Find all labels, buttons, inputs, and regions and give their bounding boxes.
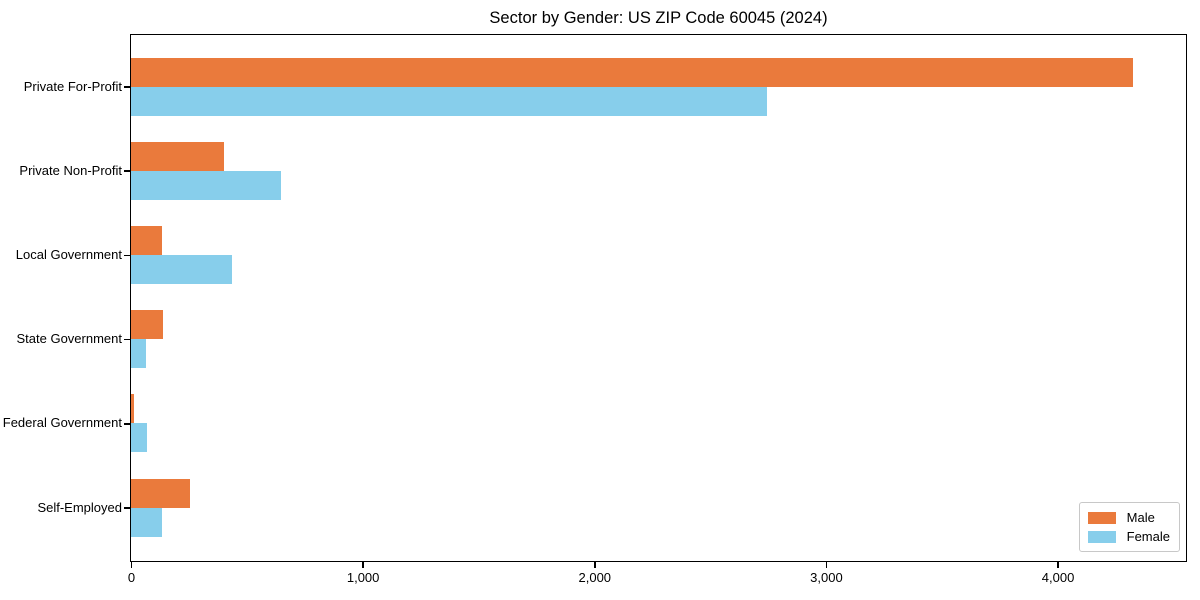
legend-item-male: Male bbox=[1087, 508, 1170, 527]
x-tick-label: 1,000 bbox=[346, 569, 380, 585]
legend-swatch-male bbox=[1087, 511, 1116, 524]
plot-area: Male Female bbox=[130, 34, 1187, 562]
bar-male-5 bbox=[131, 478, 191, 508]
x-tick-label: 4,000 bbox=[1041, 569, 1075, 585]
bar-male-3 bbox=[131, 310, 164, 340]
bar-female-4 bbox=[131, 423, 148, 453]
bar-male-4 bbox=[131, 394, 135, 424]
legend-label: Female bbox=[1126, 529, 1170, 544]
y-tick-mark bbox=[124, 254, 130, 257]
legend: Male Female bbox=[1078, 502, 1180, 552]
x-tick-label: 0 bbox=[127, 569, 136, 585]
bar-male-0 bbox=[131, 57, 1133, 87]
y-tick-mark bbox=[124, 338, 130, 341]
bar-male-1 bbox=[131, 141, 224, 171]
y-axis-label: Local Government bbox=[15, 246, 122, 262]
y-axis-label: Private For-Profit bbox=[23, 78, 122, 94]
x-tick-mark bbox=[362, 562, 364, 568]
x-tick-label: 2,000 bbox=[578, 569, 612, 585]
chart-title: Sector by Gender: US ZIP Code 60045 (202… bbox=[489, 9, 828, 27]
x-tick-mark bbox=[594, 562, 596, 568]
bar-female-2 bbox=[131, 254, 232, 284]
x-tick-mark bbox=[825, 562, 828, 568]
legend-label: Male bbox=[1126, 510, 1155, 525]
x-tick-label: 3,000 bbox=[810, 569, 843, 585]
y-tick-mark bbox=[124, 170, 130, 172]
x-tick-mark bbox=[130, 562, 133, 568]
legend-swatch-female bbox=[1087, 530, 1116, 543]
x-tick-mark bbox=[1057, 562, 1059, 568]
y-axis-label: Private Non-Profit bbox=[19, 162, 122, 178]
y-axis-label: State Government bbox=[16, 331, 123, 347]
bar-female-5 bbox=[131, 507, 163, 537]
y-axis-label: Federal Government bbox=[2, 415, 122, 431]
y-axis-label: Self-Employed bbox=[37, 499, 122, 515]
legend-item-female: Female bbox=[1087, 527, 1170, 546]
bar-male-2 bbox=[131, 225, 163, 255]
y-tick-mark bbox=[124, 423, 130, 425]
y-tick-mark bbox=[124, 86, 130, 88]
y-tick-mark bbox=[124, 507, 130, 509]
bar-female-1 bbox=[131, 170, 281, 200]
bar-female-0 bbox=[131, 86, 768, 116]
bar-female-3 bbox=[131, 339, 147, 369]
